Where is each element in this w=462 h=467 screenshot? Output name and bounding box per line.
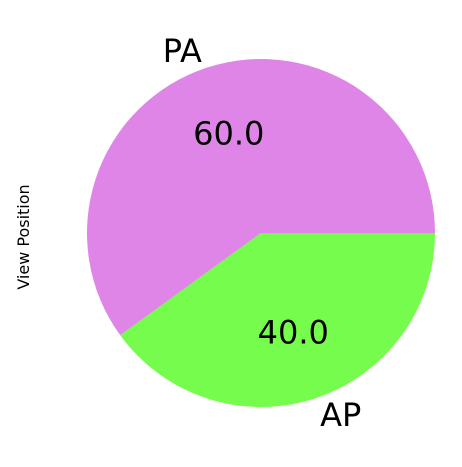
slice-value-ap: 40.0	[258, 313, 329, 351]
slice-label-ap: AP	[320, 396, 361, 434]
pie-labels: PA 60.0 AP 40.0	[163, 32, 362, 434]
y-axis-label: View Position	[14, 184, 33, 289]
slice-label-pa: PA	[163, 32, 202, 70]
pie-slice-pa	[87, 58, 435, 336]
pie-slice-ap	[120, 233, 435, 407]
slice-value-pa: 60.0	[193, 115, 264, 153]
pie-slices	[87, 58, 435, 407]
